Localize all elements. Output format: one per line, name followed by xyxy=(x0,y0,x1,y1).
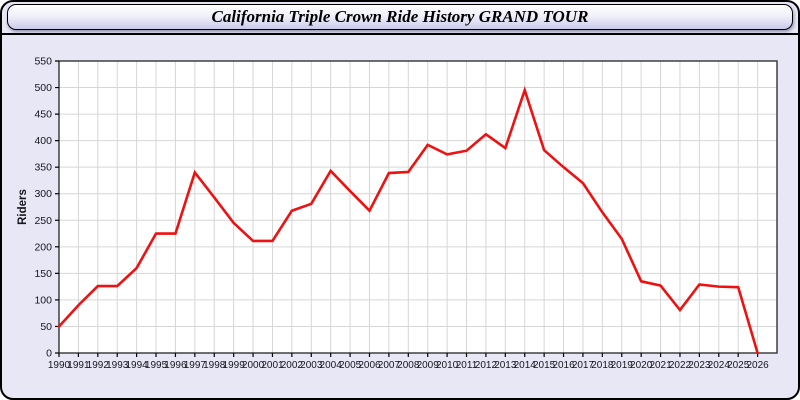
x-tick-label: 2005 xyxy=(339,360,362,371)
y-tick-label: 200 xyxy=(34,241,52,253)
x-tick-label: 2011 xyxy=(456,360,478,371)
x-tick-label: 2015 xyxy=(533,360,556,371)
x-tick-label: 2018 xyxy=(591,360,614,371)
y-tick-label: 400 xyxy=(34,135,52,147)
x-tick-label: 2000 xyxy=(242,360,265,371)
x-tick-label: 2023 xyxy=(688,360,711,371)
plot-background xyxy=(59,61,777,353)
ride-history-chart: 0501001502002503003504004505005501990199… xyxy=(17,56,778,371)
x-tick-label: 2008 xyxy=(397,360,420,371)
x-tick-label: 1990 xyxy=(48,360,71,371)
x-tick-label: 2024 xyxy=(708,360,731,371)
x-tick-label: 1994 xyxy=(125,360,148,371)
y-tick-label: 0 xyxy=(46,348,52,360)
y-tick-label: 500 xyxy=(34,82,52,94)
x-tick-label: 2017 xyxy=(572,360,595,371)
x-tick-label: 2021 xyxy=(649,360,672,371)
x-tick-label: 1995 xyxy=(145,360,168,371)
x-tick-label: 2009 xyxy=(417,360,440,371)
plot-frame xyxy=(58,60,778,354)
x-tick-label: 2020 xyxy=(630,360,653,371)
chart-area: 0 50 100 150 200 250 300 350 400 450 500 550 1990 199… xyxy=(2,35,798,398)
y-tick-label: 50 xyxy=(40,321,52,333)
data-line-riders xyxy=(57,86,759,355)
x-tick-label: 2022 xyxy=(669,360,692,371)
x-tick-label: 2010 xyxy=(436,360,459,371)
x-tick-label: 2013 xyxy=(494,360,517,371)
x-tick-label: 1998 xyxy=(203,360,226,371)
y-axis-title: Riders xyxy=(17,189,29,225)
x-tick-label: 1992 xyxy=(87,360,110,371)
y-tick-label: 300 xyxy=(34,188,52,200)
y-tick-label: 150 xyxy=(34,268,52,280)
x-tick-label: 1997 xyxy=(184,360,207,371)
page-header: California Triple Crown Ride History GRA… xyxy=(2,2,798,35)
y-tick-label: 450 xyxy=(34,109,52,121)
x-tick-label: 2002 xyxy=(281,360,304,371)
x-tick-label: 2026 xyxy=(746,360,769,371)
x-tick-label: 2014 xyxy=(514,360,537,371)
x-tick-label: 1993 xyxy=(106,360,129,371)
x-tick-label: 1991 xyxy=(67,360,90,371)
y-tick-label: 250 xyxy=(34,215,52,227)
x-tick-label: 2016 xyxy=(552,360,575,371)
y-tick-label: 350 xyxy=(34,162,52,174)
y-tick-label: 550 xyxy=(34,56,52,68)
x-tick-label: 2004 xyxy=(320,360,343,371)
title-bar: California Triple Crown Ride History GRA… xyxy=(7,4,793,30)
x-tick-label: 1996 xyxy=(164,360,187,371)
x-tick-label: 2007 xyxy=(378,360,401,371)
x-tick-label: 2006 xyxy=(358,360,381,371)
x-tick-label: 2019 xyxy=(611,360,634,371)
x-tick-label: 2001 xyxy=(261,360,284,371)
x-tick-label: 2012 xyxy=(475,360,498,371)
x-tick-label: 2003 xyxy=(300,360,323,371)
x-tick-label: 1999 xyxy=(223,360,246,371)
y-tick-label: 100 xyxy=(34,294,52,306)
x-tick-label: 2025 xyxy=(727,360,750,371)
page-title: California Triple Crown Ride History GRA… xyxy=(211,7,589,26)
